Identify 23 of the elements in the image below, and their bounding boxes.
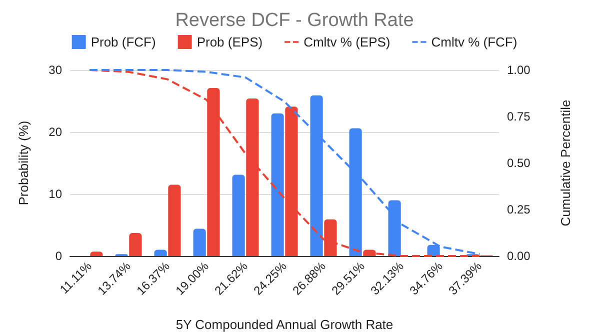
bar — [271, 113, 284, 256]
y2-tick-label: 0.00 — [507, 249, 531, 263]
legend-label: Cmltv % (FCF) — [431, 34, 518, 50]
y-axis-title: Probability (%) — [16, 120, 31, 206]
bar — [168, 184, 181, 256]
y-tick-label: 30 — [48, 63, 62, 77]
x-axis-title: 5Y Compounded Annual Growth Rate — [176, 317, 394, 332]
legend-label: Cmltv % (EPS) — [304, 34, 390, 50]
y2-tick-label: 0.75 — [507, 110, 531, 124]
bar — [193, 228, 206, 256]
y-tick-label: 10 — [48, 187, 62, 201]
bar — [129, 233, 142, 256]
bar — [232, 174, 245, 256]
legend-label: Prob (EPS) — [196, 34, 263, 50]
legend-label: Prob (FCF) — [90, 34, 156, 50]
y2-axis-title: Cumulative Percentile — [558, 100, 573, 226]
y-tick-label: 20 — [48, 125, 62, 139]
y2-tick-label: 1.00 — [507, 63, 531, 77]
bar — [154, 250, 167, 256]
y-tick-label: 0 — [55, 249, 62, 263]
chart-title: Reverse DCF - Growth Rate — [175, 10, 414, 31]
y2-tick-label: 0.50 — [507, 156, 531, 170]
y2-tick-label: 0.25 — [507, 202, 531, 216]
